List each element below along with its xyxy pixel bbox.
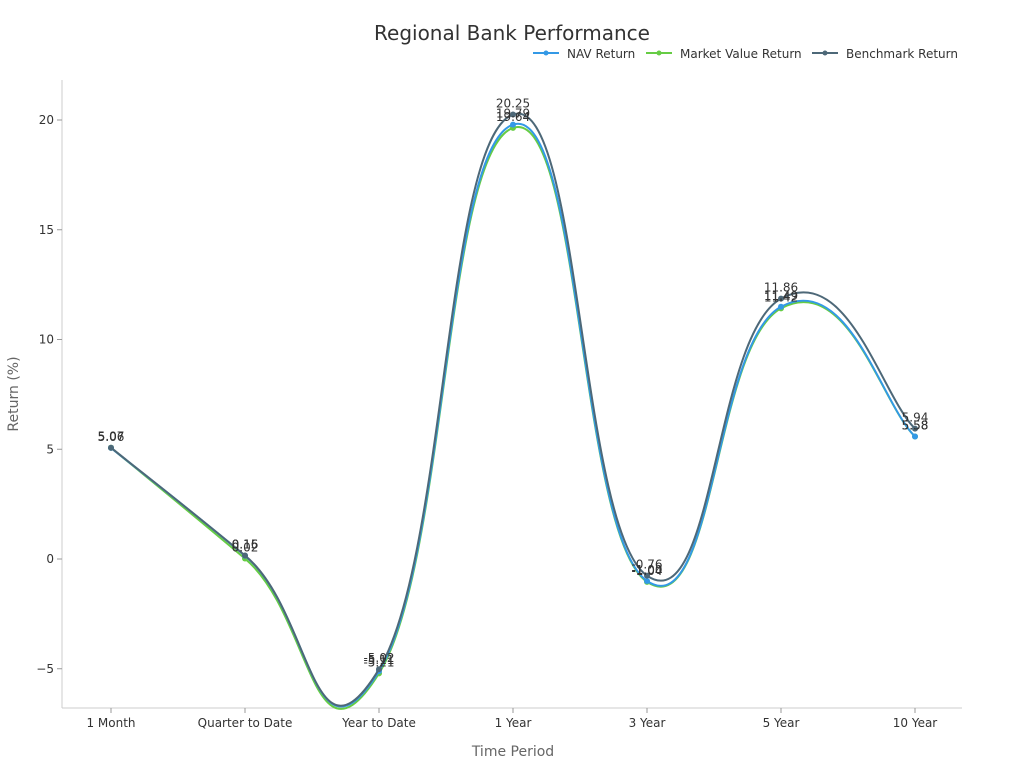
y-axis-ticks: −5 0 5 10 15 20	[36, 113, 62, 676]
y-tick-label: 5	[46, 442, 54, 456]
data-label-benchmark-return: 5.07	[98, 430, 125, 444]
data-label-nav-return: 19.79	[496, 107, 530, 121]
data-label-benchmark-return: 5.94	[902, 411, 929, 425]
data-label-market-value-return: -1.04	[631, 564, 662, 578]
data-point-benchmark-return	[778, 295, 784, 302]
data-point-benchmark-return	[108, 444, 114, 451]
data-label-benchmark-return: 20.25	[496, 97, 530, 111]
series-benchmark-return	[108, 111, 918, 707]
series-nav-return	[108, 121, 918, 708]
legend: NAV Return Market Value Return Benchmark R…	[533, 47, 958, 61]
x-tick-label: 10 Year	[893, 716, 938, 730]
data-point-nav-return	[778, 303, 784, 310]
x-axis-title: Time Period	[471, 744, 554, 760]
data-point-nav-return	[644, 577, 650, 584]
data-label-nav-return: -5.11	[363, 653, 394, 667]
y-tick-label: 15	[39, 223, 54, 237]
legend-label: Benchmark Return	[846, 47, 958, 61]
x-tick-label: Year to Date	[341, 716, 416, 730]
data-label-nav-return: -1.00	[631, 563, 662, 577]
x-tick-label: 1 Month	[86, 716, 135, 730]
data-label-nav-return: 11.49	[764, 289, 798, 303]
x-tick-label: 1 Year	[495, 716, 532, 730]
x-axis-ticks: 1 Month Quarter to Date Year to Date 1 Year…	[86, 708, 937, 730]
legend-swatch-marker	[822, 50, 828, 56]
chart-title: Regional Bank Performance	[374, 21, 650, 45]
y-axis-title: Return (%)	[6, 356, 22, 431]
y-tick-label: 10	[39, 333, 54, 347]
data-label-market-value-return: 5.58	[902, 419, 929, 433]
y-tick-label: 20	[39, 113, 54, 127]
data-label-nav-return: 5.58	[902, 419, 929, 433]
series-line-market-value-return	[110, 126, 916, 710]
x-tick-label: 3 Year	[629, 716, 666, 730]
series-market-value-return	[108, 124, 918, 710]
data-label-layer: 5.06 0.15 -5.11 19.79 -1.00 11.49 5.58 5.07 0.02…	[98, 97, 929, 670]
data-label-market-value-return: 11.42	[764, 290, 798, 304]
data-label-nav-return: 0.15	[232, 538, 259, 552]
series-layer	[108, 111, 918, 710]
axes: −5 0 5 10 15 20 1 Month Quarter to Date Year to…	[36, 80, 962, 730]
data-label-benchmark-return: -5.02	[363, 651, 394, 665]
data-label-market-value-return: 19.64	[496, 110, 530, 124]
legend-item-market-value-return: Market Value Return	[646, 47, 802, 61]
data-point-benchmark-return	[912, 425, 918, 432]
data-label-benchmark-return: 11.86	[764, 281, 798, 295]
data-point-benchmark-return	[242, 552, 248, 559]
legend-swatch-marker	[543, 50, 549, 56]
data-label-market-value-return: 0.02	[232, 541, 259, 555]
legend-item-benchmark-return: Benchmark Return	[812, 47, 958, 61]
y-tick-label: −5	[36, 662, 54, 676]
data-label-market-value-return: 5.07	[98, 430, 125, 444]
series-line-nav-return	[110, 123, 916, 708]
x-tick-label: Quarter to Date	[198, 716, 293, 730]
legend-item-nav-return: NAV Return	[533, 47, 635, 61]
legend-swatch-marker	[656, 50, 662, 56]
data-point-nav-return	[912, 433, 918, 440]
legend-label: Market Value Return	[680, 47, 802, 61]
data-label-nav-return: 5.06	[98, 430, 125, 444]
x-tick-label: 5 Year	[763, 716, 800, 730]
y-tick-label: 0	[46, 552, 54, 566]
data-point-benchmark-return	[644, 572, 650, 579]
legend-label: NAV Return	[567, 47, 635, 61]
data-point-benchmark-return	[510, 111, 516, 118]
series-line-benchmark-return	[110, 112, 916, 707]
data-point-benchmark-return	[376, 666, 382, 673]
data-label-benchmark-return: 0.16	[232, 537, 259, 551]
data-label-market-value-return: -5.21	[363, 655, 394, 669]
data-label-benchmark-return: -0.76	[631, 558, 662, 572]
data-point-nav-return	[510, 121, 516, 128]
